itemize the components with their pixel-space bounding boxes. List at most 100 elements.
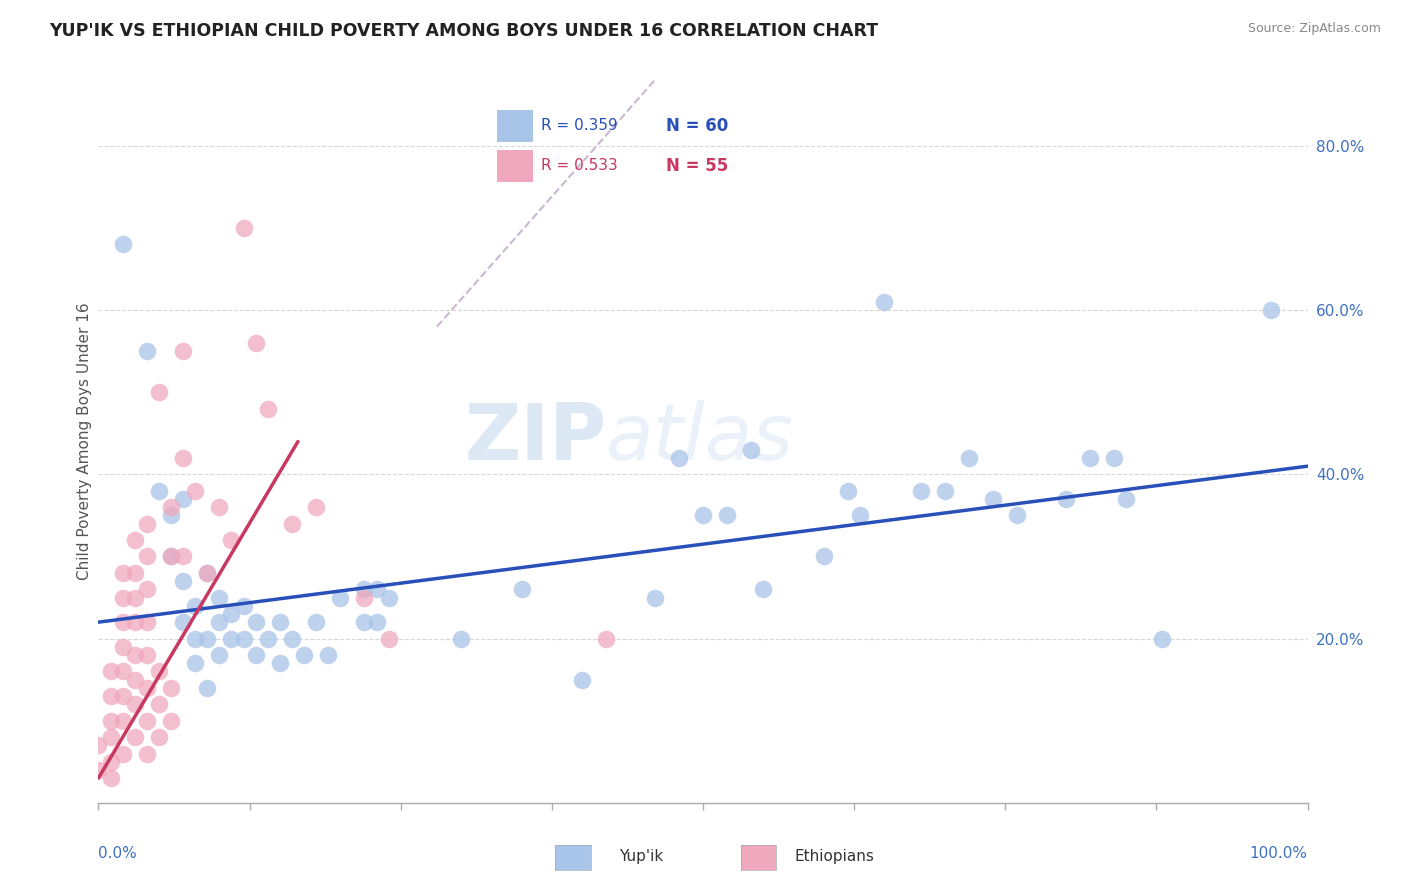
Point: [135, 747, 157, 761]
Point: [135, 582, 157, 597]
Point: [195, 566, 218, 580]
Point: [752, 582, 775, 597]
Text: Ethiopians: Ethiopians: [794, 849, 875, 863]
Point: [184, 483, 207, 498]
Point: [135, 714, 157, 728]
Point: [208, 500, 231, 515]
Point: [232, 221, 254, 235]
Point: [160, 500, 183, 515]
Point: [353, 591, 375, 605]
Point: [377, 591, 399, 605]
Point: [160, 549, 183, 564]
Point: [245, 648, 267, 662]
Point: [281, 516, 304, 531]
Text: N = 60: N = 60: [666, 117, 728, 135]
Point: [1115, 491, 1137, 506]
Point: [450, 632, 472, 646]
Point: [208, 648, 231, 662]
Point: [124, 566, 146, 580]
Point: [111, 237, 134, 252]
Point: [837, 483, 859, 498]
Point: [740, 442, 762, 457]
Point: [221, 607, 243, 621]
Point: [353, 582, 375, 597]
Point: [111, 591, 134, 605]
Point: [595, 632, 617, 646]
Point: [957, 450, 980, 465]
Point: [135, 516, 157, 531]
Point: [184, 599, 207, 613]
Point: [135, 549, 157, 564]
Point: [111, 689, 134, 703]
Point: [111, 714, 134, 728]
Point: [208, 591, 231, 605]
Point: [1102, 450, 1125, 465]
Point: [124, 730, 146, 744]
Point: [148, 730, 170, 744]
Text: ZIP: ZIP: [464, 400, 606, 476]
Point: [221, 533, 243, 547]
Point: [135, 615, 157, 630]
Point: [100, 714, 122, 728]
Point: [353, 615, 375, 630]
Point: [100, 755, 122, 769]
Point: [221, 632, 243, 646]
Point: [135, 681, 157, 695]
Point: [232, 632, 254, 646]
Point: [184, 632, 207, 646]
Point: [256, 401, 278, 416]
Text: N = 55: N = 55: [666, 157, 728, 175]
Point: [124, 648, 146, 662]
Text: Source: ZipAtlas.com: Source: ZipAtlas.com: [1247, 22, 1381, 36]
Point: [716, 508, 738, 523]
Point: [160, 508, 183, 523]
Point: [100, 689, 122, 703]
Point: [87, 763, 110, 777]
Point: [981, 491, 1004, 506]
Point: [1152, 632, 1174, 646]
Point: [377, 632, 399, 646]
Bar: [496, 151, 533, 182]
Point: [111, 566, 134, 580]
Text: 100.0%: 100.0%: [1250, 847, 1308, 861]
Point: [148, 385, 170, 400]
Point: [100, 730, 122, 744]
Point: [124, 673, 146, 687]
Point: [124, 615, 146, 630]
Point: [160, 714, 183, 728]
Point: [100, 665, 122, 679]
Point: [111, 665, 134, 679]
Point: [305, 500, 328, 515]
Text: R = 0.359: R = 0.359: [541, 118, 617, 133]
Point: [644, 591, 666, 605]
Point: [269, 657, 291, 671]
Point: [87, 739, 110, 753]
Point: [1260, 303, 1282, 318]
Point: [184, 657, 207, 671]
Point: [571, 673, 593, 687]
Point: [305, 615, 328, 630]
Point: [195, 632, 218, 646]
Point: [668, 450, 690, 465]
Bar: [496, 111, 533, 142]
Point: [160, 549, 183, 564]
Point: [269, 615, 291, 630]
Text: R = 0.533: R = 0.533: [541, 158, 617, 173]
Point: [245, 336, 267, 351]
Point: [510, 582, 533, 597]
Point: [172, 574, 194, 588]
Point: [208, 615, 231, 630]
Point: [1054, 491, 1077, 506]
Point: [281, 632, 304, 646]
Point: [1078, 450, 1101, 465]
Point: [873, 295, 896, 310]
Y-axis label: Child Poverty Among Boys Under 16: Child Poverty Among Boys Under 16: [77, 302, 91, 581]
Point: [910, 483, 932, 498]
Point: [366, 615, 388, 630]
Point: [316, 648, 339, 662]
Point: [172, 344, 194, 359]
Point: [111, 747, 134, 761]
Point: [195, 681, 218, 695]
Point: [292, 648, 315, 662]
Point: [172, 450, 194, 465]
